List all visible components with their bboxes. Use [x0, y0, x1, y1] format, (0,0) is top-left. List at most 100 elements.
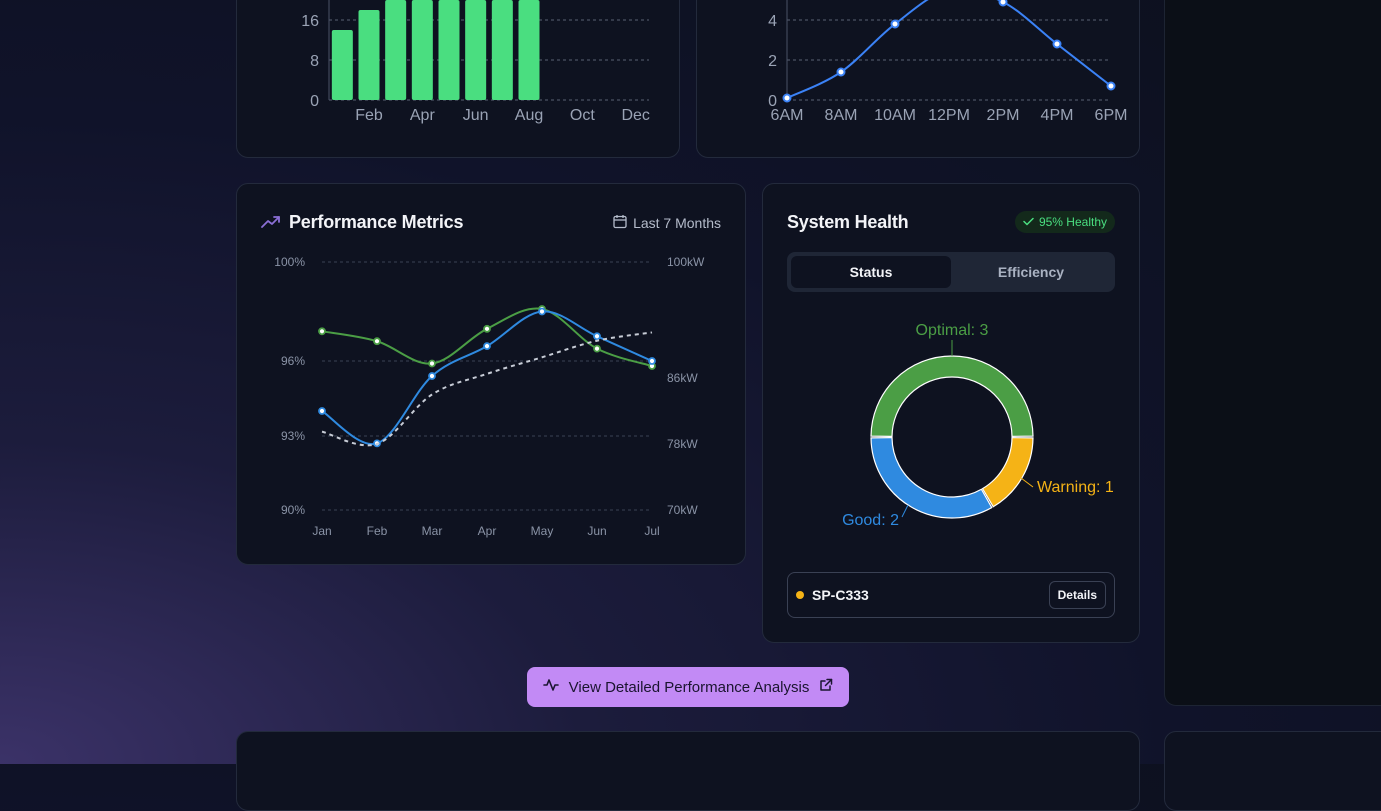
- status-donut-chart: Optimal: 3 Warning: 1 Good: 2: [842, 322, 1114, 529]
- donut-slice-warning: [981, 437, 1034, 508]
- bar-may: [438, 0, 460, 100]
- bar-jul: [491, 0, 513, 100]
- x-tick-label: Jan: [312, 524, 331, 538]
- side-panel: [1164, 0, 1381, 706]
- y-tick-label: 2: [768, 53, 777, 70]
- performance-point: [593, 344, 601, 353]
- bar-apr: [411, 0, 433, 100]
- left-tick-label: 96%: [281, 354, 305, 368]
- tab-status[interactable]: Status: [791, 256, 951, 288]
- x-tick-label: 10AM: [874, 107, 916, 124]
- hourly-line: [786, 0, 1112, 99]
- performance-title: Performance Metrics: [289, 212, 464, 232]
- donut-label: Warning: 1: [1037, 479, 1114, 496]
- performance-point: [483, 324, 491, 333]
- y-tick-label: 4: [768, 13, 777, 30]
- cta-label: View Detailed Performance Analysis: [568, 678, 810, 696]
- check-icon: [1023, 215, 1034, 229]
- bar-feb: [358, 10, 380, 100]
- x-tick-label: Dec: [621, 107, 649, 124]
- x-tick-label: Oct: [570, 107, 595, 124]
- monthly-bar-chart-card: 0 8 16 Feb Apr Jun Aug Oct Dec: [236, 0, 680, 158]
- system-health-card: System Health 95% Healthy Status Efficie…: [762, 183, 1140, 643]
- donut-label: Optimal: 3: [916, 322, 989, 339]
- label-leader: [1020, 477, 1034, 488]
- right-tick-label: 100kW: [667, 255, 705, 269]
- performance-chart: 100% 96% 93% 90% 100kW 86kW 78kW 70kW Jan Feb Mar A…: [274, 255, 705, 538]
- bottom-card-left: [236, 731, 1140, 811]
- x-tick-label: Feb: [367, 524, 388, 538]
- x-tick-label: Jun: [587, 524, 606, 538]
- calendar-icon: [613, 214, 627, 232]
- bottom-card-right: [1164, 731, 1381, 811]
- hourly-line-chart: 0 2 4 6AM 8AM 10AM 12PM 2PM 4PM 6PM: [768, 0, 1128, 124]
- hourly-point: [782, 93, 792, 103]
- bar-mar: [385, 0, 407, 100]
- bar-aug: [518, 0, 540, 100]
- date-range-label: Last 7 Months: [633, 215, 721, 231]
- right-tick-label: 78kW: [667, 437, 698, 451]
- x-tick-label: 6PM: [1095, 107, 1128, 124]
- donut-slice-good: [870, 437, 993, 519]
- trending-up-icon: [261, 214, 281, 235]
- y-tick-label: 0: [310, 93, 319, 110]
- x-tick-label: May: [531, 524, 554, 538]
- right-tick-label: 70kW: [667, 503, 698, 517]
- hourly-point: [1106, 81, 1116, 91]
- device-row[interactable]: SP-C333 Details: [787, 572, 1115, 618]
- performance-point: [318, 407, 326, 415]
- activity-icon: [542, 678, 559, 696]
- right-tick-label: 86kW: [667, 371, 698, 385]
- view-tabs: Status Efficiency: [787, 252, 1115, 292]
- left-tick-label: 100%: [274, 255, 305, 269]
- x-tick-label: Apr: [410, 107, 436, 124]
- performance-point: [593, 332, 601, 341]
- donut-label: Good: 2: [842, 512, 899, 529]
- x-tick-label: 6AM: [771, 107, 804, 124]
- performance-point: [373, 337, 381, 346]
- hourly-point: [998, 0, 1008, 7]
- x-tick-label: Aug: [515, 107, 543, 124]
- device-id: SP-C333: [812, 587, 869, 603]
- performance-metrics-card: Performance Metrics Last 7 Months 100% 96…: [236, 183, 746, 565]
- performance-point: [648, 357, 656, 365]
- x-tick-label: 4PM: [1041, 107, 1074, 124]
- left-tick-label: 90%: [281, 503, 305, 517]
- tab-status-label: Status: [849, 264, 893, 280]
- performance-series-0: [321, 307, 653, 367]
- device-status-dot: [796, 591, 804, 599]
- y-tick-label: 8: [310, 53, 319, 70]
- hourly-line-chart-card: 0 2 4 6AM 8AM 10AM 12PM 2PM 4PM 6PM: [696, 0, 1140, 158]
- donut-slice-optimal: [870, 355, 1034, 437]
- y-tick-label: 16: [301, 13, 319, 30]
- hourly-point: [890, 19, 900, 29]
- x-tick-label: Apr: [478, 524, 497, 538]
- bar-jan: [331, 30, 353, 100]
- performance-point: [428, 372, 436, 380]
- details-button[interactable]: Details: [1048, 581, 1106, 609]
- y-tick-label: 0: [768, 93, 777, 110]
- x-tick-label: 2PM: [987, 107, 1020, 124]
- label-leader: [901, 504, 909, 518]
- view-performance-analysis-button[interactable]: View Detailed Performance Analysis: [527, 667, 849, 707]
- bar-jun: [465, 0, 487, 100]
- performance-point: [483, 342, 491, 351]
- x-tick-label: Jul: [644, 524, 659, 538]
- performance-point: [428, 359, 436, 368]
- monthly-bar-chart: 0 8 16 Feb Apr Jun Aug Oct Dec: [301, 0, 650, 124]
- hourly-point: [1052, 39, 1062, 49]
- performance-point: [318, 327, 326, 336]
- external-link-icon: [819, 678, 833, 696]
- performance-point: [538, 307, 546, 316]
- x-tick-label: Feb: [355, 107, 383, 124]
- left-tick-label: 93%: [281, 429, 305, 443]
- system-health-title: System Health: [787, 212, 909, 232]
- tab-efficiency[interactable]: Efficiency: [951, 256, 1111, 288]
- health-badge: 95% Healthy: [1014, 211, 1115, 233]
- x-tick-label: 8AM: [825, 107, 858, 124]
- date-range-selector[interactable]: Last 7 Months: [613, 214, 721, 232]
- hourly-point: [836, 67, 846, 77]
- performance-series-2: [321, 331, 653, 447]
- health-badge-label: 95% Healthy: [1038, 215, 1107, 229]
- tab-efficiency-label: Efficiency: [997, 264, 1065, 280]
